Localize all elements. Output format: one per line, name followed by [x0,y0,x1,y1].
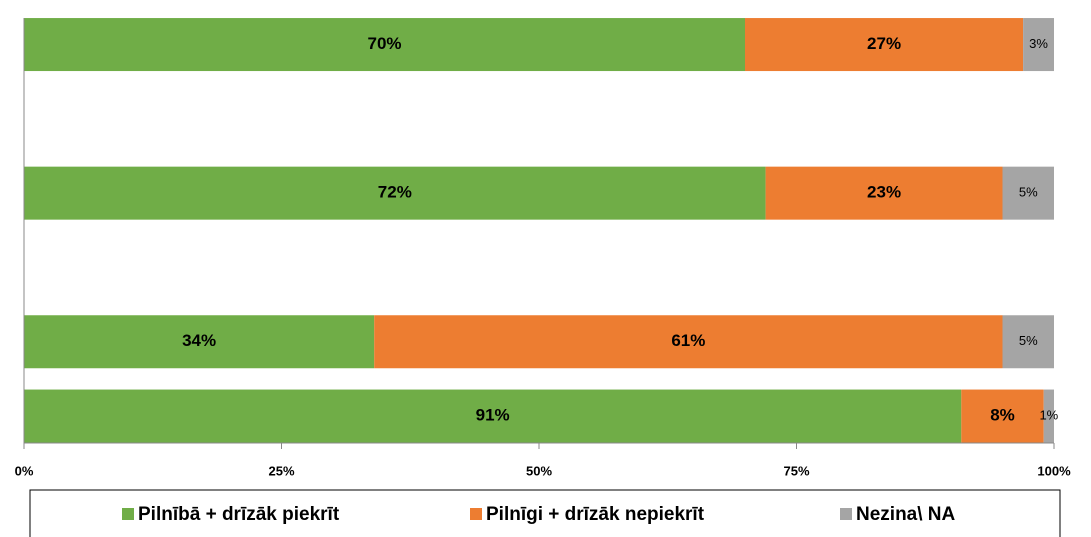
value-label: 72% [378,183,412,202]
x-tick-label: 75% [783,463,809,478]
legend-label: Pilnībā + drīzāk piekrīt [138,504,340,525]
bar-segment [374,315,1003,369]
value-label: 91% [476,406,510,425]
value-label: 3% [1029,36,1048,51]
legend-swatch [840,508,852,520]
x-tick-label: 100% [1037,463,1071,478]
bar-segment [24,166,766,220]
legend-swatch [470,508,482,520]
bar-segment [24,315,375,369]
legend-box [29,489,1061,537]
legend-label: Pilnīgi + drīzāk nepiekrīt [486,504,705,525]
x-tick-label: 25% [268,463,294,478]
value-label: 27% [867,34,901,53]
value-label: 23% [867,183,901,202]
value-label: 1% [1039,407,1058,422]
x-tick-label: 50% [526,463,552,478]
x-tick-label: 0% [15,463,34,478]
value-label: 5% [1019,333,1038,348]
bar-segment [24,389,962,443]
value-label: 61% [671,331,705,350]
bar-segment [961,389,1044,443]
bar-segment [24,18,745,72]
bar-segment [1043,389,1054,443]
legend-swatch [122,508,134,520]
bar-segment [745,18,1024,72]
bar-segment [1002,315,1054,369]
bar-segment [1023,18,1054,72]
value-label: 34% [182,331,216,350]
value-label: 8% [990,406,1015,425]
legend-label: Nezina\ NA [856,504,956,525]
value-label: 5% [1019,185,1038,200]
bar-segment [1002,166,1054,220]
bar-segment [765,166,1003,220]
value-label: 70% [367,34,401,53]
